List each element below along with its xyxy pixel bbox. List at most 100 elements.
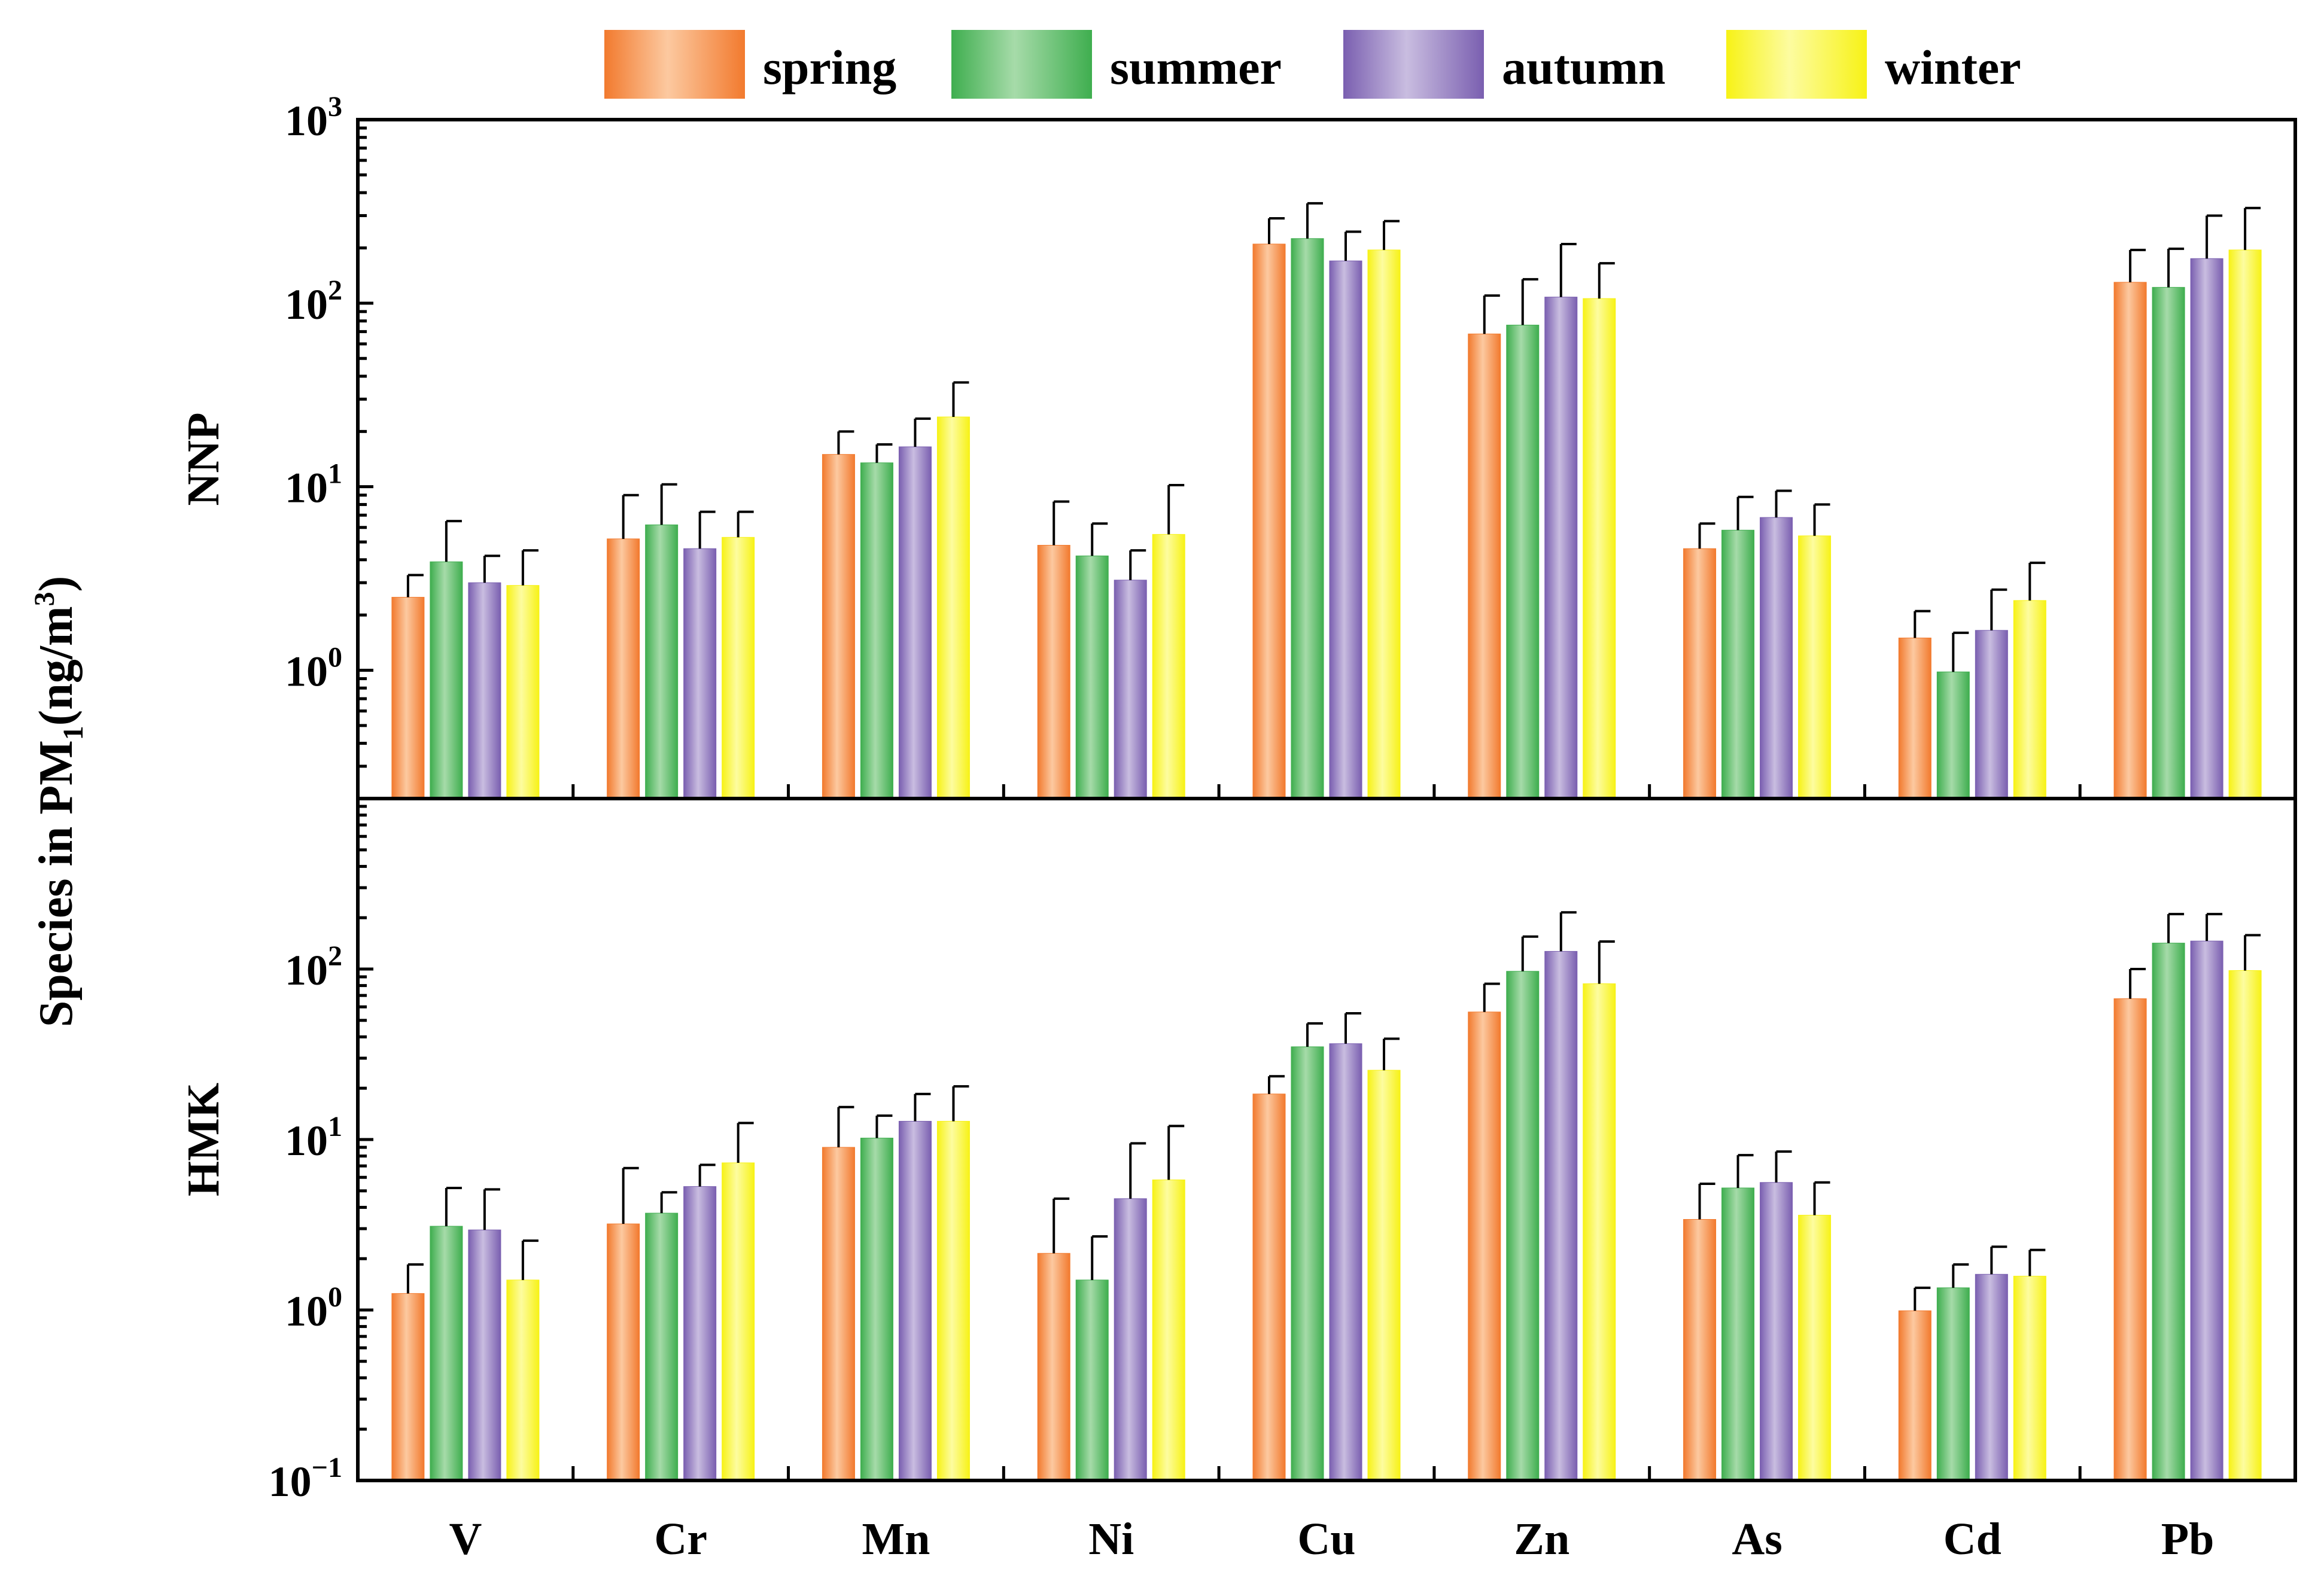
- bar-nnp-as-spring: [1683, 548, 1717, 799]
- bar-hmk-pb-autumn: [2190, 940, 2223, 1481]
- bar-nnp-cu-winter: [1367, 249, 1401, 799]
- x-tick-label-pb: Pb: [2161, 1514, 2215, 1564]
- bar-hmk-v-autumn: [468, 1229, 501, 1481]
- bar-hmk-zn-spring: [1468, 1012, 1501, 1481]
- bar-nnp-pb-spring: [2113, 282, 2147, 799]
- y-tick-label: 103: [285, 91, 342, 145]
- y-tick-exponent: 2: [328, 940, 342, 972]
- y-tick-label: 102: [285, 940, 342, 994]
- bar-nnp-cr-spring: [607, 538, 640, 799]
- x-tick-label-mn: Mn: [862, 1514, 930, 1564]
- bar-nnp-pb-summer: [2152, 287, 2185, 799]
- bar-hmk-mn-autumn: [898, 1120, 932, 1481]
- bar-hmk-mn-summer: [860, 1138, 893, 1481]
- bar-nnp-cr-winter: [722, 537, 755, 799]
- y-tick-exponent: −1: [312, 1452, 342, 1483]
- y-axis-label-unit-close: ): [30, 576, 83, 592]
- bar-nnp-zn-autumn: [1544, 297, 1578, 799]
- legend-label-autumn: autumn: [1502, 40, 1665, 95]
- legend: spring summer autumn winter: [604, 30, 2021, 99]
- bar-nnp-mn-winter: [936, 416, 970, 799]
- bar-nnp-cr-summer: [645, 524, 679, 799]
- bar-hmk-ni-winter: [1152, 1179, 1185, 1481]
- bar-nnp-pb-autumn: [2190, 258, 2223, 799]
- y-axis-label-sub: 1: [57, 726, 89, 740]
- bar-hmk-cd-summer: [1936, 1287, 1970, 1481]
- bar-nnp-as-autumn: [1760, 517, 1793, 799]
- legend-swatch-winter: [1726, 30, 1867, 99]
- bar-nnp-as-summer: [1721, 529, 1755, 799]
- bar-nnp-cu-summer: [1291, 238, 1324, 799]
- y-tick-base: 10: [285, 97, 328, 145]
- y-tick-label: 100: [285, 1281, 342, 1335]
- y-tick-exponent: 2: [328, 275, 342, 306]
- y-tick-base: 10: [285, 946, 328, 994]
- bar-hmk-as-autumn: [1760, 1182, 1793, 1481]
- legend-swatch-spring: [604, 30, 745, 99]
- bar-hmk-zn-autumn: [1544, 950, 1578, 1481]
- bar-hmk-cr-winter: [722, 1162, 755, 1481]
- bar-hmk-cd-spring: [1898, 1310, 1931, 1481]
- bar-hmk-cr-autumn: [683, 1186, 717, 1481]
- legend-swatch-summer: [951, 30, 1092, 99]
- bar-nnp-ni-winter: [1152, 534, 1185, 799]
- y-tick-exponent: 1: [328, 458, 342, 490]
- y-tick-base: 10: [285, 1117, 328, 1165]
- bar-hmk-as-summer: [1721, 1187, 1755, 1481]
- bar-hmk-mn-winter: [936, 1120, 970, 1481]
- bar-nnp-cd-winter: [2013, 600, 2046, 799]
- y-axis-label: Species in PM1(ng/m3): [29, 576, 89, 1028]
- bar-nnp-ni-spring: [1037, 544, 1070, 799]
- y-tick-base: 10: [285, 281, 328, 328]
- x-tick-label-v: V: [449, 1514, 482, 1564]
- bar-nnp-v-summer: [430, 561, 463, 799]
- bar-hmk-mn-spring: [822, 1147, 855, 1481]
- bar-hmk-cu-summer: [1291, 1046, 1324, 1481]
- bar-hmk-as-winter: [1798, 1214, 1832, 1481]
- bar-nnp-cd-summer: [1936, 671, 1970, 799]
- bar-nnp-zn-summer: [1506, 324, 1540, 799]
- panel-label-hmk: HMK: [178, 1083, 229, 1196]
- bar-nnp-zn-spring: [1468, 333, 1501, 799]
- x-tick-label-ni: Ni: [1088, 1514, 1134, 1564]
- y-tick-base: 10: [269, 1458, 312, 1506]
- y-tick-label: 101: [285, 1111, 342, 1165]
- y-tick-base: 10: [285, 1287, 328, 1335]
- bar-hmk-cr-summer: [645, 1212, 679, 1481]
- bar-nnp-cd-autumn: [1975, 630, 2008, 799]
- bar-nnp-mn-summer: [860, 462, 893, 799]
- y-tick-label: 100: [285, 642, 342, 696]
- bar-nnp-cu-spring: [1252, 243, 1286, 799]
- bar-hmk-cd-autumn: [1975, 1274, 2008, 1481]
- bar-hmk-pb-spring: [2113, 998, 2147, 1481]
- bar-hmk-v-spring: [391, 1293, 425, 1481]
- y-tick-exponent: 1: [328, 1111, 342, 1143]
- x-tick-label-cr: Cr: [654, 1514, 707, 1564]
- y-tick-base: 10: [285, 648, 328, 696]
- y-tick-exponent: 0: [328, 642, 342, 674]
- y-tick-label: 10−1: [269, 1452, 342, 1506]
- y-tick-exponent: 0: [328, 1281, 342, 1313]
- legend-swatch-autumn: [1343, 30, 1484, 99]
- bar-hmk-ni-summer: [1075, 1279, 1109, 1481]
- bar-hmk-ni-spring: [1037, 1253, 1070, 1481]
- bar-nnp-mn-autumn: [898, 446, 932, 799]
- bar-nnp-mn-spring: [822, 454, 855, 799]
- bar-hmk-v-summer: [430, 1226, 463, 1481]
- bar-nnp-cd-spring: [1898, 637, 1931, 799]
- bar-hmk-cu-spring: [1252, 1093, 1286, 1481]
- bar-nnp-as-winter: [1798, 535, 1832, 799]
- bar-nnp-v-autumn: [468, 582, 501, 799]
- panel-label-nnp: NNP: [178, 412, 229, 505]
- x-tick-label-zn: Zn: [1514, 1514, 1569, 1564]
- y-tick-base: 10: [285, 464, 328, 512]
- bar-hmk-zn-winter: [1583, 983, 1616, 1481]
- bar-nnp-v-spring: [391, 596, 425, 799]
- y-axis-label-unit-open: (ng/m: [30, 606, 83, 726]
- bar-hmk-cr-spring: [607, 1223, 640, 1481]
- bar-nnp-cu-autumn: [1329, 260, 1362, 799]
- x-tick-label-cd: Cd: [1943, 1514, 2001, 1564]
